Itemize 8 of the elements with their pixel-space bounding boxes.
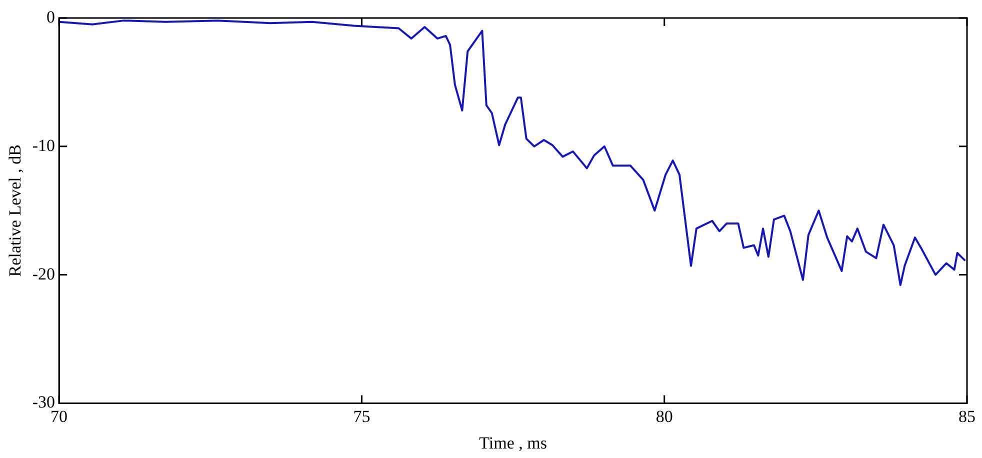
x-axis-title: Time , ms	[479, 433, 547, 452]
y-tick-label: -20	[32, 264, 56, 284]
x-tick-label: 85	[958, 406, 976, 426]
y-tick-label: -10	[32, 136, 56, 155]
x-tick-label: 80	[656, 406, 673, 426]
x-tick-label: 75	[353, 406, 370, 426]
y-axis-title: Relative Level , dB	[6, 144, 25, 277]
y-tick-label: 0	[46, 7, 56, 26]
